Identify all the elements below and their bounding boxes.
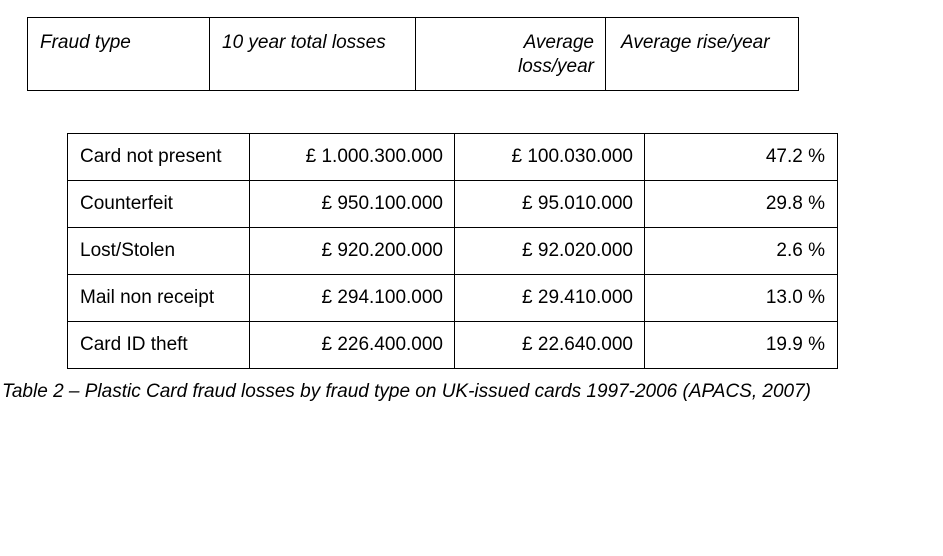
- total-losses-cell: £ 920.200.000: [249, 227, 455, 275]
- header-average-rise-label: Average rise/year: [621, 32, 770, 53]
- table-row: Mail non receipt £ 294.100.000 £ 29.410.…: [67, 274, 838, 322]
- fraud-data-table: Card not present £ 1.000.300.000 £ 100.0…: [67, 133, 838, 369]
- total-losses-cell: £ 950.100.000: [249, 180, 455, 228]
- fraud-type-cell: Lost/Stolen: [67, 227, 250, 275]
- header-cell-average-rise: Average rise/year: [605, 17, 799, 91]
- table-row: Counterfeit £ 950.100.000 £ 95.010.000 2…: [67, 180, 838, 228]
- average-rise-cell: 19.9 %: [644, 321, 838, 369]
- total-losses-cell: £ 226.400.000: [249, 321, 455, 369]
- header-table: Fraud type 10 year total losses Average …: [27, 17, 799, 91]
- table-row: Card ID theft £ 226.400.000 £ 22.640.000…: [67, 321, 838, 369]
- table-row: Card not present £ 1.000.300.000 £ 100.0…: [67, 133, 838, 181]
- average-loss-cell: £ 92.020.000: [454, 227, 645, 275]
- average-rise-cell: 2.6 %: [644, 227, 838, 275]
- average-loss-cell: £ 29.410.000: [454, 274, 645, 322]
- header-fraud-type-label: Fraud type: [40, 32, 131, 53]
- header-row: Fraud type 10 year total losses Average …: [27, 17, 799, 91]
- average-rise-cell: 13.0 %: [644, 274, 838, 322]
- header-total-losses-label: 10 year total losses: [222, 32, 386, 53]
- total-losses-cell: £ 1.000.300.000: [249, 133, 455, 181]
- table-row: Lost/Stolen £ 920.200.000 £ 92.020.000 2…: [67, 227, 838, 275]
- header-cell-fraud-type: Fraud type: [27, 17, 210, 91]
- average-loss-cell: £ 22.640.000: [454, 321, 645, 369]
- header-cell-average-loss: Average loss/year: [415, 17, 606, 91]
- total-losses-cell: £ 294.100.000: [249, 274, 455, 322]
- header-cell-total-losses: 10 year total losses: [209, 17, 416, 91]
- header-average-loss-line1: Average: [523, 32, 594, 53]
- fraud-type-cell: Card not present: [67, 133, 250, 181]
- table-caption: Table 2 – Plastic Card fraud losses by f…: [2, 381, 811, 402]
- average-rise-cell: 47.2 %: [644, 133, 838, 181]
- fraud-type-cell: Counterfeit: [67, 180, 250, 228]
- average-rise-cell: 29.8 %: [644, 180, 838, 228]
- fraud-type-cell: Card ID theft: [67, 321, 250, 369]
- average-loss-cell: £ 95.010.000: [454, 180, 645, 228]
- header-average-loss-line2: loss/year: [517, 56, 594, 77]
- average-loss-cell: £ 100.030.000: [454, 133, 645, 181]
- fraud-type-cell: Mail non receipt: [67, 274, 250, 322]
